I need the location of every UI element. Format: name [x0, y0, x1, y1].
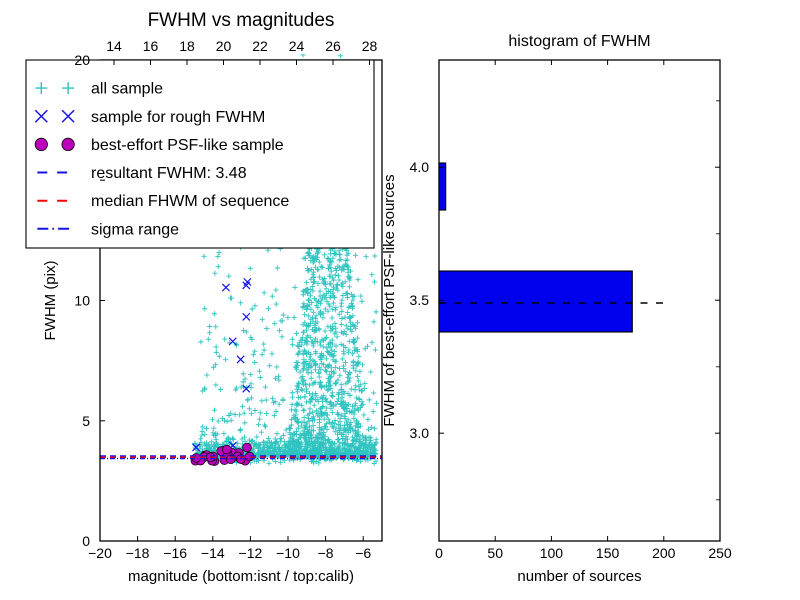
svg-text:100: 100 — [540, 545, 564, 561]
svg-text:−20: −20 — [88, 545, 112, 561]
svg-text:3.5: 3.5 — [410, 292, 430, 308]
svg-text:0: 0 — [82, 533, 90, 549]
svg-text:−8: −8 — [318, 545, 334, 561]
svg-text:10: 10 — [74, 293, 90, 309]
svg-text:sample for rough FWHM: sample for rough FWHM — [91, 109, 265, 126]
svg-text:3.0: 3.0 — [410, 425, 430, 441]
svg-text:50: 50 — [487, 545, 503, 561]
svg-text:median FHWM of sequence: median FHWM of sequence — [91, 193, 289, 210]
svg-text:150: 150 — [596, 545, 620, 561]
svg-text:resultant FWHM: 3.48: resultant FWHM: 3.48 — [91, 165, 247, 182]
svg-text:FWHM of best-effort PSF-like s: FWHM of best-effort PSF-like sources — [381, 174, 398, 426]
svg-text:−6: −6 — [355, 545, 371, 561]
svg-text:best‑effort PSF‑like sample: best‑effort PSF‑like sample — [91, 137, 284, 154]
svg-text:−12: −12 — [239, 545, 263, 561]
svg-text:sigma range: sigma range — [91, 221, 179, 238]
svg-text:28: 28 — [362, 38, 378, 54]
svg-text:16: 16 — [143, 38, 159, 54]
svg-text:22: 22 — [252, 38, 268, 54]
svg-text:FWHM vs magnitudes: FWHM vs magnitudes — [148, 10, 335, 31]
svg-text:24: 24 — [289, 38, 305, 54]
svg-text:−10: −10 — [276, 545, 300, 561]
svg-text:18: 18 — [179, 38, 195, 54]
svg-text:histogram of FWHM: histogram of FWHM — [508, 33, 650, 50]
svg-text:magnitude (bottom:isnt / top:c: magnitude (bottom:isnt / top:calib) — [128, 568, 354, 585]
svg-text:−18: −18 — [126, 545, 150, 561]
svg-text:250: 250 — [708, 545, 732, 561]
svg-text:200: 200 — [652, 545, 676, 561]
svg-text:−16: −16 — [163, 545, 187, 561]
svg-text:5: 5 — [82, 413, 90, 429]
svg-text:26: 26 — [325, 38, 341, 54]
svg-text:FWHM (pix): FWHM (pix) — [42, 261, 59, 341]
svg-text:4.0: 4.0 — [410, 159, 430, 175]
svg-text:all sample: all sample — [91, 81, 163, 98]
svg-text:−14: −14 — [201, 545, 225, 561]
svg-text:number of sources: number of sources — [517, 568, 641, 585]
svg-text:0: 0 — [435, 545, 443, 561]
svg-text:20: 20 — [74, 52, 90, 68]
svg-text:20: 20 — [216, 38, 232, 54]
svg-text:14: 14 — [106, 38, 122, 54]
